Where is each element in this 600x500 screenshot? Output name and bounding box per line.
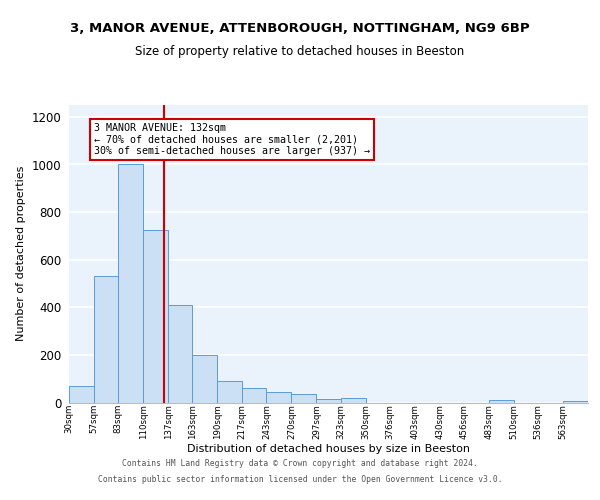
Bar (242, 388, 266, 402)
Text: Contains public sector information licensed under the Open Government Licence v3: Contains public sector information licen… (98, 476, 502, 484)
Text: Contains HM Land Registry data © Crown copyright and database right 2024.: Contains HM Land Registry data © Crown c… (122, 460, 478, 468)
Bar (168, 305, 192, 402)
Bar (316, 399, 341, 402)
Bar (118, 164, 143, 402)
Text: Size of property relative to detached houses in Beeston: Size of property relative to detached ho… (136, 45, 464, 58)
X-axis label: Distribution of detached houses by size in Beeston: Distribution of detached houses by size … (187, 444, 470, 454)
Bar (217, 381, 242, 402)
Y-axis label: Number of detached properties: Number of detached properties (16, 166, 26, 342)
Bar (192, 355, 217, 403)
Bar (489, 400, 514, 402)
Text: 3 MANOR AVENUE: 132sqm
← 70% of detached houses are smaller (2,201)
30% of semi-: 3 MANOR AVENUE: 132sqm ← 70% of detached… (94, 123, 370, 156)
Bar (266, 392, 292, 402)
Bar (94, 276, 118, 402)
Bar (341, 398, 365, 402)
Bar (69, 386, 94, 402)
Bar (143, 230, 168, 402)
Bar (292, 394, 316, 402)
Text: 3, MANOR AVENUE, ATTENBOROUGH, NOTTINGHAM, NG9 6BP: 3, MANOR AVENUE, ATTENBOROUGH, NOTTINGHA… (70, 22, 530, 36)
